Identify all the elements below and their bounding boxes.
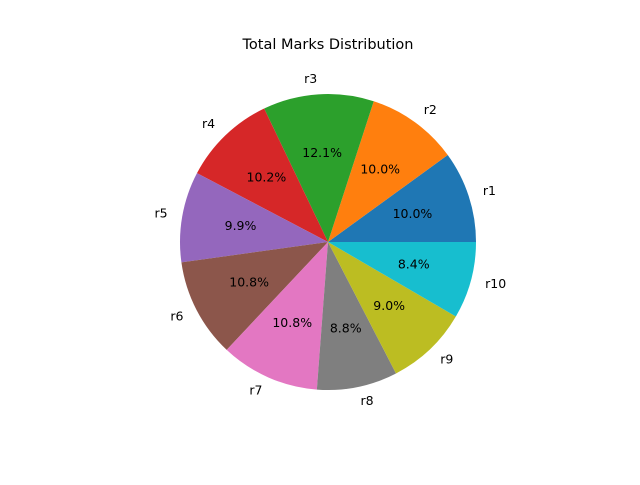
pie-slice-r1 [328, 155, 476, 242]
percent-label-r3: 12.1% [302, 145, 342, 160]
percent-label-r9: 9.0% [373, 298, 405, 313]
pie-slice-r9 [328, 242, 456, 374]
slice-label-r2: r2 [424, 102, 437, 117]
pie-labels: r1 10.0% r2 10.0% r3 12.1% r4 10.2% r5 9.9% r6 10.8… [155, 71, 507, 408]
slice-label-r1: r1 [483, 183, 496, 198]
slice-label-r7: r7 [249, 383, 262, 398]
slice-label-r9: r9 [440, 351, 453, 366]
pie-slice-r7 [226, 242, 328, 390]
percent-label-r4: 10.2% [247, 170, 287, 185]
slice-label-r4: r4 [202, 116, 215, 131]
slice-label-r6: r6 [170, 308, 183, 323]
percent-label-r6: 10.8% [229, 274, 269, 289]
percent-label-r10: 8.4% [398, 257, 430, 272]
pie-slice-r5 [180, 173, 328, 263]
pie-slices [180, 94, 476, 390]
pie-slice-r2 [328, 101, 448, 242]
chart-title: Total Marks Distribution [242, 37, 414, 53]
percent-label-r5: 9.9% [225, 218, 257, 233]
percent-label-r1: 10.0% [393, 206, 433, 221]
pie-slice-r10 [328, 242, 476, 317]
percent-label-r8: 8.8% [330, 321, 362, 336]
pie-slice-r3 [264, 94, 374, 243]
slice-label-r5: r5 [155, 206, 168, 221]
pie-slice-r6 [181, 242, 328, 350]
slice-label-r3: r3 [304, 71, 317, 86]
percent-label-r2: 10.0% [360, 162, 400, 177]
slice-label-r8: r8 [361, 393, 374, 408]
pie-slice-r8 [316, 242, 397, 390]
percent-label-r7: 10.8% [272, 315, 312, 330]
slice-label-r10: r10 [485, 276, 506, 291]
pie-slice-r4 [196, 108, 328, 242]
